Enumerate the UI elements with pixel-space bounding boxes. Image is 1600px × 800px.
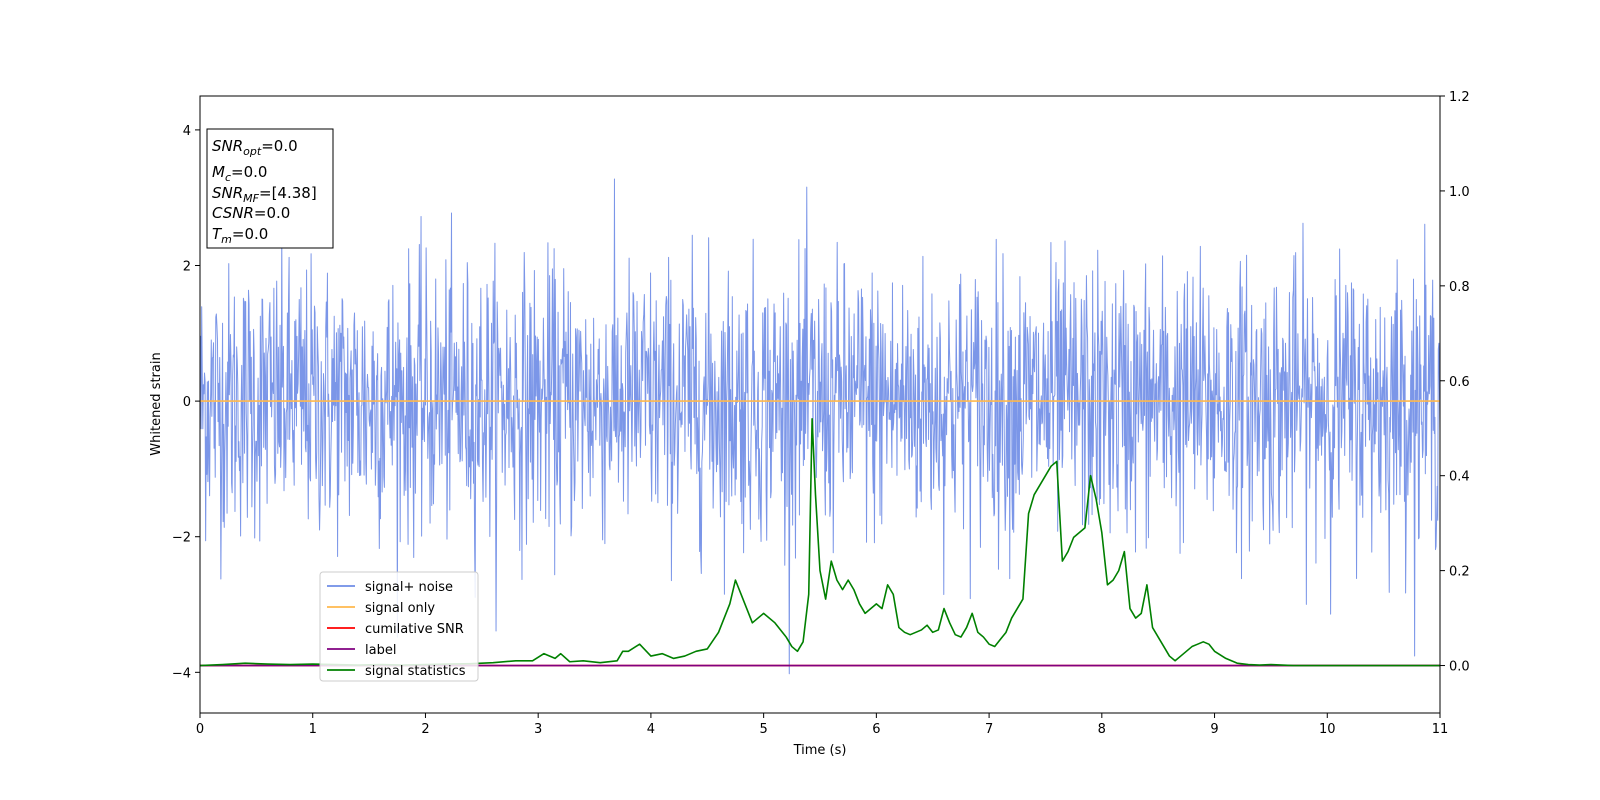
legend-label: cumilative SNR — [365, 622, 464, 637]
x-tick-label: 5 — [759, 722, 767, 737]
x-tick-label: 2 — [421, 722, 429, 737]
x-axis: 0 1 2 3 4 5 6 7 8 9 10 11 — [196, 713, 1448, 737]
legend-label: signal statistics — [365, 664, 466, 679]
info-snr-opt: SNRopt=0.0 — [212, 137, 298, 158]
info-csnr: CSNR=0.0 — [212, 204, 290, 222]
x-tick-label: 9 — [1210, 722, 1218, 737]
y-tick-label: −2 — [172, 531, 191, 546]
info-box-frame — [206, 128, 334, 249]
y2-tick-label: 0.2 — [1449, 565, 1470, 580]
x-tick-label: 6 — [872, 722, 880, 737]
info-box: SNRopt=0.0 Mc=0.0 SNRMF=[4.38] CSNR=0.0 … — [206, 128, 334, 249]
x-axis-label: Time (s) — [793, 743, 847, 758]
y-tick-label: 4 — [183, 124, 191, 139]
legend-label: signal+ noise — [365, 580, 453, 595]
x-tick-label: 8 — [1098, 722, 1106, 737]
y-axis-left: 4 2 0 −2 −4 — [172, 124, 200, 681]
y2-tick-label: 1.2 — [1449, 90, 1470, 105]
info-tm: Tm=0.0 — [212, 225, 268, 246]
x-tick-label: 3 — [534, 722, 542, 737]
y-tick-label: 0 — [183, 395, 191, 410]
y2-tick-label: 0.4 — [1449, 470, 1470, 485]
x-tick-label: 1 — [309, 722, 317, 737]
x-tick-label: 11 — [1432, 722, 1449, 737]
series-line-signal-statistics — [200, 417, 1440, 667]
legend: signal+ noise signal only cumilative SNR la… — [319, 571, 479, 682]
y2-tick-label: 0.0 — [1449, 660, 1470, 675]
info-mc: Mc=0.0 — [212, 163, 267, 184]
x-tick-label: 7 — [985, 722, 993, 737]
y-axis-label: Whitened strain — [149, 352, 164, 455]
y-tick-label: −4 — [172, 666, 191, 681]
series-line-signal-noise — [200, 178, 1440, 675]
legend-frame — [319, 571, 479, 682]
y2-tick-label: 0.6 — [1449, 375, 1470, 390]
x-tick-label: 10 — [1319, 722, 1336, 737]
y2-tick-label: 0.8 — [1449, 280, 1470, 295]
x-tick-label: 0 — [196, 722, 204, 737]
legend-label: signal only — [365, 601, 435, 616]
y-tick-label: 2 — [183, 260, 191, 275]
y-axis-right: 1.2 1.0 0.8 0.6 0.4 0.2 0.0 — [1440, 90, 1470, 675]
plot-frame — [199, 95, 1441, 714]
legend-label: label — [365, 643, 396, 658]
y2-tick-label: 1.0 — [1449, 185, 1470, 200]
info-snr-mf: SNRMF=[4.38] — [212, 184, 317, 205]
x-tick-label: 4 — [647, 722, 655, 737]
